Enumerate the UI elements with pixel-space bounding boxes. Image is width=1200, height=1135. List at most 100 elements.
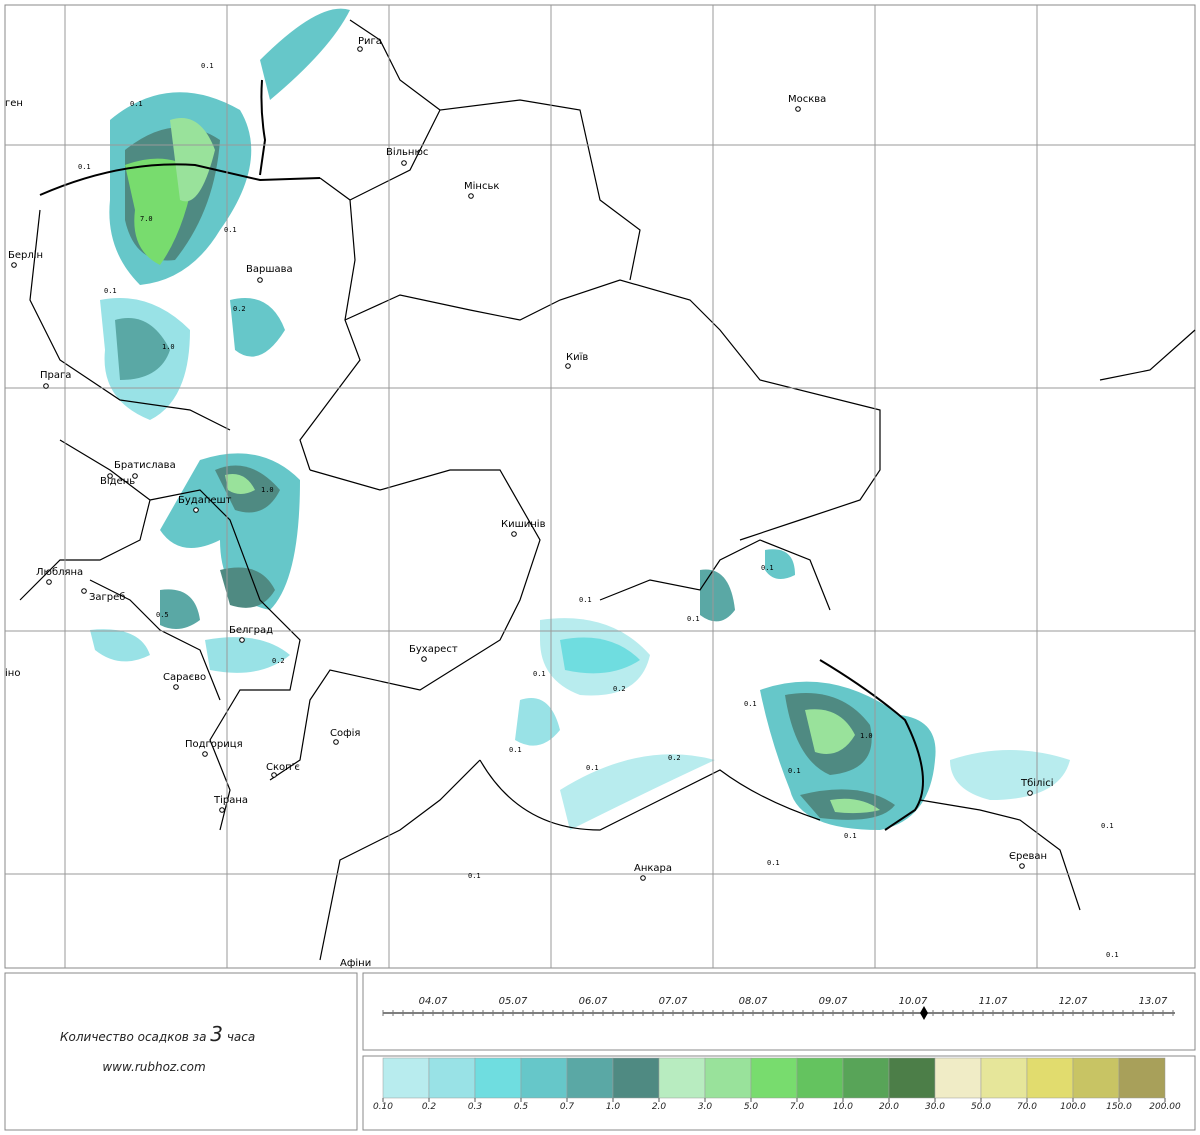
city-label: Відень: [100, 475, 135, 487]
city-dot: [43, 383, 49, 389]
city-label: Москва: [788, 94, 826, 105]
contour-label: 0.1: [767, 859, 780, 867]
contour-label: 0.1: [1106, 951, 1119, 959]
timeline-marker: [920, 1006, 928, 1020]
legend-label: 10.0: [833, 1102, 853, 1112]
legend-label: 20.0: [879, 1102, 899, 1112]
contour-label: 0.2: [272, 657, 285, 665]
city-dot: [1019, 863, 1025, 869]
city-label: Загреб: [89, 592, 125, 603]
contour-label: 0.1: [533, 670, 546, 678]
contour-label: 0.1: [788, 767, 801, 775]
legend-label: 30.0: [925, 1102, 945, 1112]
contour-label: 0.5: [156, 611, 169, 619]
legend-swatch: [980, 1057, 1028, 1099]
contour-label: 0.1: [78, 163, 91, 171]
timeline-date: 06.07: [579, 996, 608, 1007]
city-dot: [239, 637, 245, 643]
legend-swatch: [1072, 1057, 1120, 1099]
city-dot: [795, 106, 801, 112]
legend-swatch: [1118, 1057, 1166, 1099]
timeline-date: 13.07: [1139, 996, 1168, 1007]
contour-label: 0.1: [104, 287, 117, 295]
city-label: Братислава: [114, 460, 176, 471]
caption: Количество осадков за 3 часа: [60, 1022, 255, 1046]
city-label: Софія: [330, 727, 360, 739]
legend-swatch: [750, 1057, 798, 1099]
legend-swatch: [796, 1057, 844, 1099]
city-dot: [421, 656, 427, 662]
city-dot: [193, 507, 199, 513]
city-label: Мінськ: [464, 180, 499, 192]
city-dot: [107, 473, 113, 479]
timeline: 04.07 05.07 06.07 07.07 08.07 09.07 10.07 11.07…: [382, 996, 1175, 1020]
city-label: Єреван: [1009, 851, 1047, 862]
legend-label: 200.00: [1149, 1102, 1181, 1112]
legend: 0.10 0.2 0.3 0.5 0.7 1.0 2.0 3.0 5.0 7.0 10.0 20.0 3…: [373, 1057, 1181, 1112]
precipitation: [90, 8, 1070, 830]
graticule: [5, 5, 1195, 968]
timeline-box: [362, 972, 1196, 1051]
contour-label: 0.2: [613, 685, 626, 693]
legend-swatch: [1026, 1057, 1074, 1099]
city-label: Берлін: [8, 249, 43, 261]
city-label: Вільнюс: [386, 146, 428, 158]
city-dot: [46, 579, 52, 585]
legend-label: 0.3: [468, 1102, 483, 1112]
legend-label: 0.5: [514, 1102, 529, 1112]
city-dot: [219, 807, 225, 813]
city-dot: [132, 473, 138, 479]
city-label: Будапешт: [178, 495, 232, 506]
city-dot: [333, 739, 339, 745]
legend-label: 5.0: [744, 1102, 759, 1112]
city-label: Варшава: [246, 264, 293, 275]
legend-label: 50.0: [971, 1102, 991, 1112]
contour-label: 0.1: [586, 764, 599, 772]
legend-swatch: [658, 1057, 706, 1099]
city-label: Скоп'є: [266, 762, 300, 773]
city-dot: [468, 193, 474, 199]
timeline-date: 12.07: [1059, 996, 1088, 1007]
contour-label: 7.0: [140, 215, 153, 223]
city-dot: [1027, 790, 1033, 796]
contour-label: 1.0: [261, 486, 274, 494]
legend-label: 150.0: [1106, 1102, 1132, 1112]
borders: [19, 19, 1196, 961]
timeline-date: 05.07: [499, 996, 528, 1007]
city-label: Афіни: [340, 957, 371, 969]
city-dot: [202, 751, 208, 757]
legend-label: 0.2: [422, 1102, 437, 1112]
city-label: Тірана: [213, 794, 248, 806]
legend-swatch: [842, 1057, 890, 1099]
legend-label: 2.0: [652, 1102, 667, 1112]
timeline-date: 10.07: [899, 996, 928, 1007]
city-dot: [271, 772, 277, 778]
caption-prefix: Количество осадков за: [60, 1030, 206, 1044]
city-label: Тбілісі: [1020, 777, 1054, 789]
legend-label: 1.0: [606, 1102, 621, 1112]
city-dot: [11, 262, 17, 268]
city-label: Бухарест: [409, 644, 458, 655]
legend-label: 0.7: [560, 1102, 575, 1112]
timeline-date: 08.07: [739, 996, 768, 1007]
contour-label: 0.1: [761, 564, 774, 572]
legend-label: 3.0: [698, 1102, 713, 1112]
city-dot: [401, 160, 407, 166]
contour-label: 0.1: [468, 872, 481, 880]
city-dot: [81, 588, 87, 594]
city-label: Кишинів: [501, 518, 546, 530]
legend-swatch: [934, 1057, 982, 1099]
site: www.rubhoz.com: [102, 1060, 205, 1074]
legend-label: 0.10: [373, 1102, 393, 1112]
legend-label: 7.0: [790, 1102, 805, 1112]
city-dot: [357, 46, 363, 52]
city-label: ген: [5, 98, 23, 109]
legend-swatch: [382, 1057, 430, 1099]
caption-box: [4, 972, 358, 1131]
legend-swatch: [612, 1057, 660, 1099]
city-label: Рига: [358, 36, 382, 47]
legend-swatch: [428, 1057, 476, 1099]
city-dot: [511, 531, 517, 537]
contour-label: 0.1: [579, 596, 592, 604]
